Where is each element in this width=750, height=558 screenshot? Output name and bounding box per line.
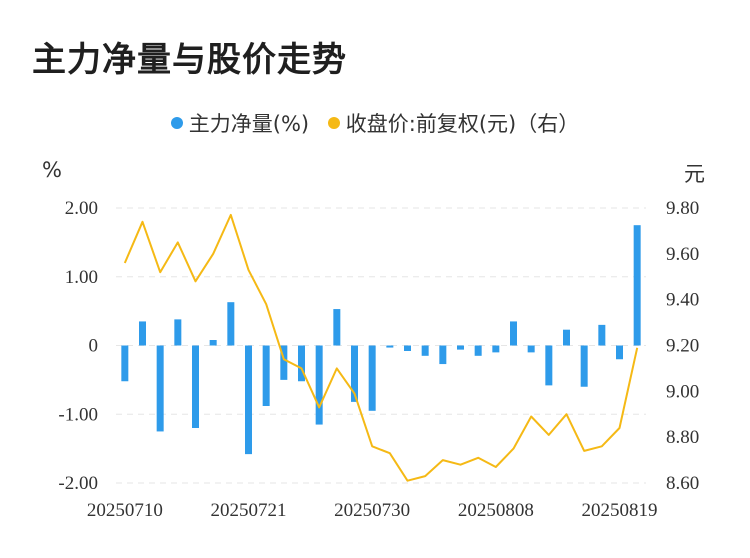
- bar-mark: [510, 321, 517, 346]
- legend-dot-icon: [327, 117, 340, 129]
- bar-mark: [227, 302, 235, 346]
- bar-mark: [280, 345, 288, 380]
- bar-mark: [633, 225, 641, 346]
- bar-mark: [315, 345, 323, 425]
- chart-title: 主力净量与股价走势: [32, 40, 347, 80]
- price-line: [123, 213, 639, 482]
- x-tick-label: 20250721: [211, 500, 287, 521]
- bar-mark: [492, 345, 500, 353]
- bar-mark: [545, 345, 553, 386]
- bar-mark: [174, 319, 182, 346]
- x-tick-label: 20250819: [582, 500, 658, 521]
- bar-mark: [527, 345, 535, 353]
- bar-mark: [368, 345, 376, 411]
- right-tick-label: 9.80: [666, 198, 699, 219]
- bar-mark: [262, 345, 270, 406]
- left-tick-label: -1.00: [58, 404, 98, 425]
- chart-legend: 主力净量(%) 收盘价:前复权(元)（右）: [0, 108, 750, 138]
- bar-mark: [404, 345, 411, 351]
- left-tick-label: -2.00: [58, 473, 98, 494]
- bar-mark: [439, 345, 447, 365]
- bar-mark: [121, 345, 129, 382]
- bar-mark: [386, 345, 394, 348]
- bar-mark: [457, 345, 464, 350]
- left-axis-unit: %: [42, 158, 62, 182]
- left-tick-label: 2.00: [65, 198, 98, 219]
- right-tick-label: 9.20: [666, 336, 699, 357]
- x-tick-label: 20250710: [87, 500, 163, 521]
- bar-mark: [139, 321, 146, 346]
- left-tick-label: 1.00: [65, 267, 98, 288]
- bar-mark: [616, 345, 623, 360]
- x-tick-label: 20250808: [458, 500, 534, 521]
- bar-mark: [580, 345, 588, 387]
- bar-mark: [421, 345, 429, 356]
- bar-mark: [474, 345, 482, 356]
- bar-mark: [563, 329, 570, 346]
- legend-label: 收盘价:前复权(元)（右）: [345, 112, 580, 136]
- legend-dot-icon: [170, 117, 183, 129]
- bar-mark: [333, 309, 341, 346]
- right-tick-label: 8.80: [666, 427, 699, 448]
- bar-mark: [298, 345, 305, 382]
- left-tick-label: 0: [89, 336, 99, 357]
- right-tick-label: 8.60: [666, 473, 699, 494]
- legend-item-close-price[interactable]: 收盘价:前复权(元)（右）: [327, 108, 580, 138]
- bar-mark: [598, 324, 606, 346]
- right-tick-label: 9.60: [666, 244, 699, 265]
- bar-mark: [192, 345, 199, 428]
- right-axis-unit: 元: [684, 162, 705, 186]
- legend-item-net-volume[interactable]: 主力净量(%): [170, 108, 310, 138]
- bar-mark: [351, 345, 358, 402]
- right-tick-label: 9.40: [666, 290, 699, 311]
- bar-mark: [245, 345, 252, 455]
- bar-mark: [156, 345, 164, 432]
- x-tick-label: 20250730: [334, 500, 410, 521]
- right-tick-label: 9.00: [666, 381, 699, 402]
- bar-mark: [209, 340, 217, 346]
- legend-label: 主力净量(%): [188, 112, 310, 136]
